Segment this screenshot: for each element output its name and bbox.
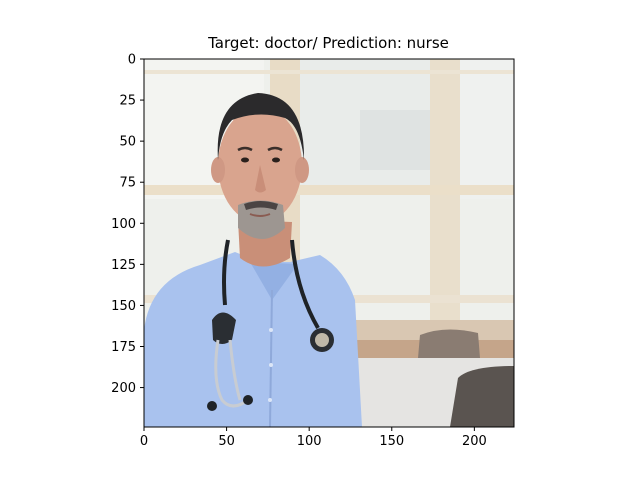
shirt-button <box>269 328 273 332</box>
hair <box>217 93 305 160</box>
window-frame-top <box>144 70 514 74</box>
stethoscope-earpiece <box>243 395 253 405</box>
y-tick-label: 175 <box>111 340 136 355</box>
stethoscope-yoke <box>212 312 236 344</box>
axes-frame <box>143 58 515 428</box>
stethoscope-tubing <box>228 339 242 401</box>
distant-building <box>360 110 430 170</box>
ear-left <box>211 157 225 183</box>
y-tick-label: 150 <box>111 299 136 314</box>
beard <box>238 200 285 239</box>
y-axis: 0 25 50 75 100 125 150 175 200 <box>111 53 144 396</box>
y-tick-label: 25 <box>119 94 136 109</box>
stethoscope-earpiece <box>207 401 217 411</box>
x-tick-label: 200 <box>462 434 487 449</box>
y-tick-label: 0 <box>128 53 136 68</box>
y-tick-label: 100 <box>111 217 136 232</box>
y-tick-label: 50 <box>119 135 136 150</box>
shirt-collar-shadow <box>250 262 298 300</box>
mouth <box>249 213 271 217</box>
y-tick-label: 200 <box>111 381 136 396</box>
eyebrow-left <box>237 146 253 152</box>
y-tick-label: 125 <box>111 258 136 273</box>
window-pane-right <box>460 59 514 199</box>
eye-left <box>241 157 249 163</box>
x-tick-label: 50 <box>218 434 235 449</box>
image-content <box>144 59 514 427</box>
window-frame-pillar <box>430 59 460 349</box>
stethoscope-tubing <box>214 339 249 408</box>
x-tick-label: 0 <box>140 434 148 449</box>
y-tick-label: 75 <box>119 176 136 191</box>
stethoscope-tube-left <box>222 239 230 306</box>
stethoscope-tube-right <box>290 239 320 330</box>
chair-back <box>418 329 480 358</box>
chair <box>450 366 514 427</box>
nose <box>255 165 266 193</box>
eyebrow-right <box>267 146 283 152</box>
eye-right <box>272 157 280 163</box>
stethoscope-diaphragm <box>315 333 329 347</box>
shirt-button <box>268 398 272 402</box>
mustache <box>244 201 278 210</box>
plot-title: Target: doctor/ Prediction: nurse <box>208 34 449 52</box>
window-frame-rail <box>144 185 514 195</box>
x-tick-label: 100 <box>297 434 322 449</box>
x-tick-label: 150 <box>379 434 404 449</box>
shirt <box>144 252 362 427</box>
x-axis: 0 50 100 150 200 <box>140 427 487 449</box>
shirt-placket <box>269 289 273 427</box>
ear-right <box>295 157 309 183</box>
shirt-button <box>269 363 273 367</box>
